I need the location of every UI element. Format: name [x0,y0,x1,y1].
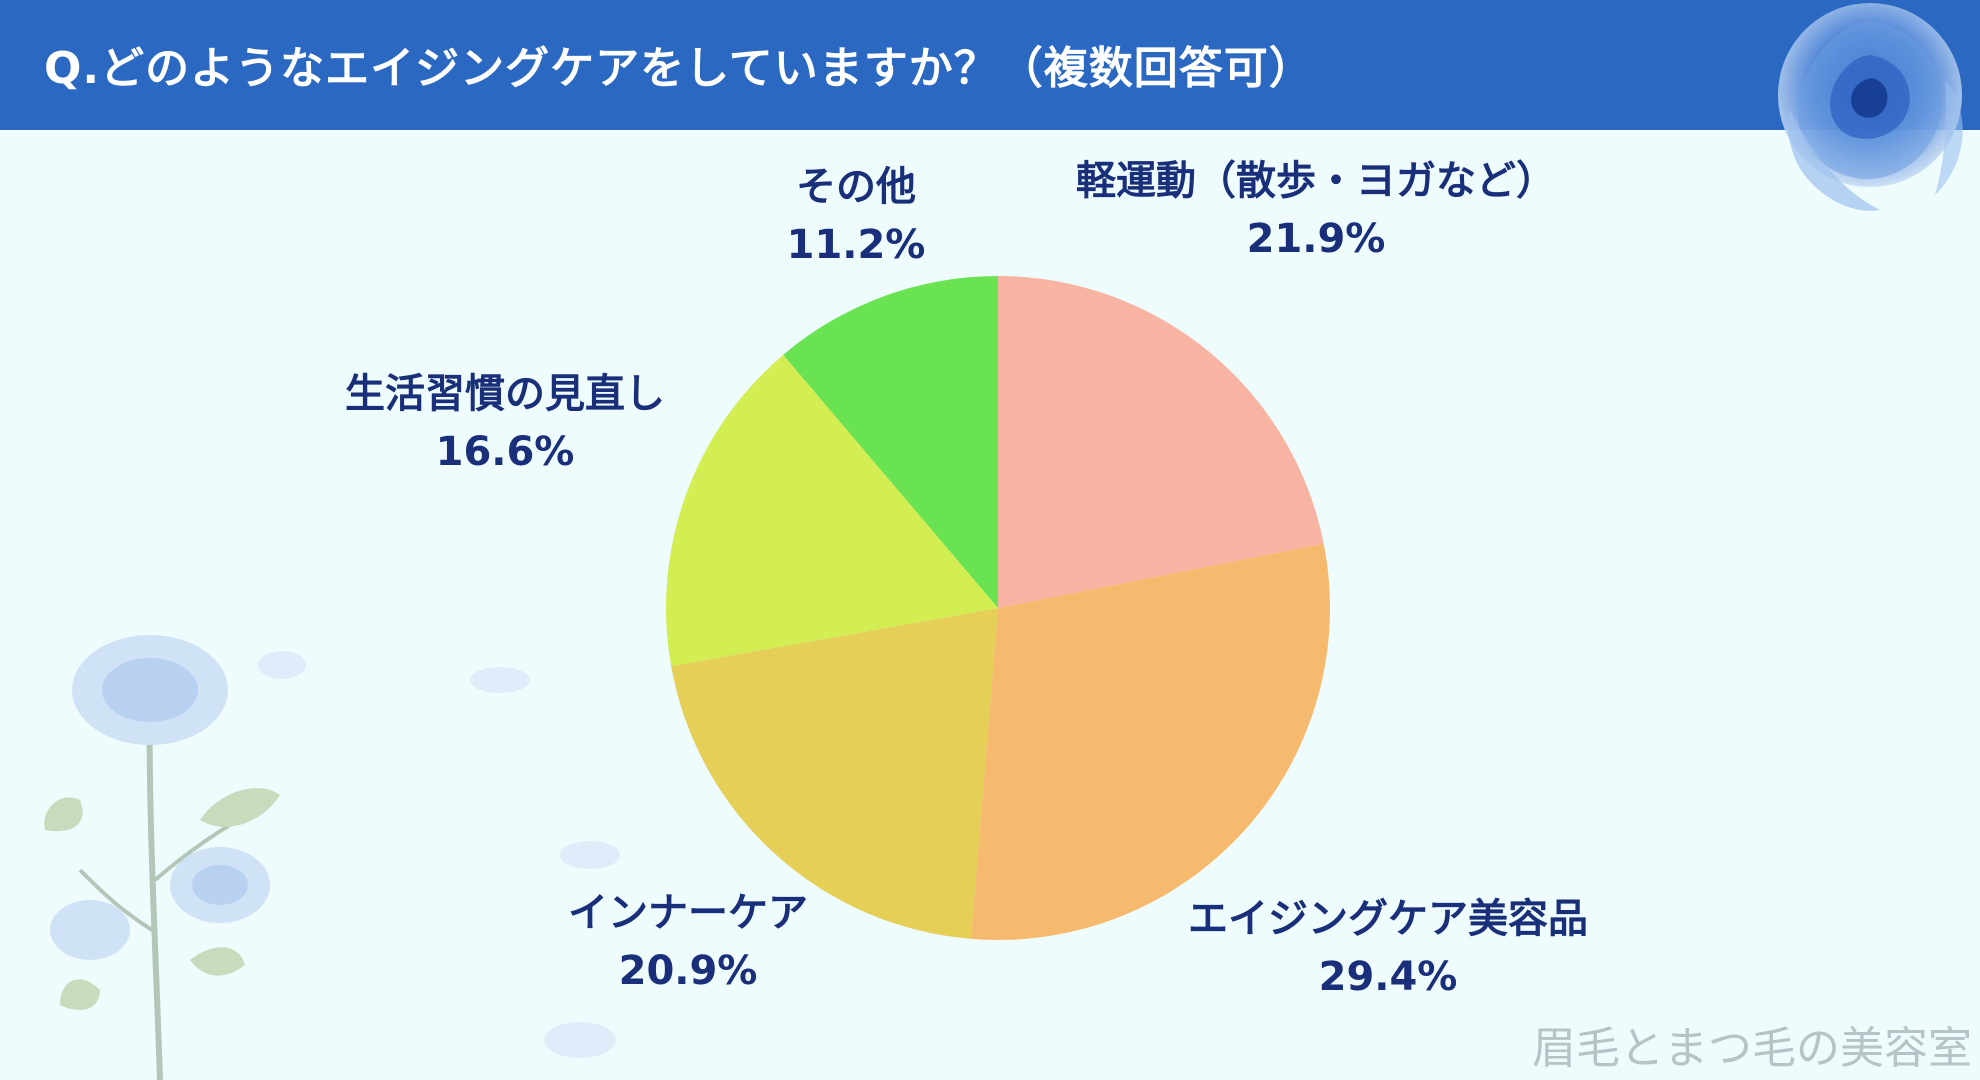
pie-slice [665,354,998,667]
slice-label: その他 11.2% [787,158,926,274]
slice-label-value: 20.9% [618,948,758,994]
pie-slice [998,276,1324,608]
slice-label: 軽運動（散歩・ヨガなど） 21.9% [1076,152,1556,268]
slice-label-value: 29.4% [1318,954,1458,1000]
slice-label-name: エイジングケア美容品 [1188,896,1588,942]
slice-label-value: 21.9% [1246,216,1386,262]
slice-label: インナーケア 20.9% [568,884,808,1000]
slice-label: 生活習慣の見直し 16.6% [345,365,665,481]
slice-label-value: 11.2% [786,222,926,268]
pie-slice [970,543,1330,940]
blue-rose-icon [1778,3,1963,211]
watermark: 眉毛とまつ毛の美容室 [1532,1023,1972,1074]
slice-label-name: 生活習慣の見直し [345,371,665,417]
pie-slice [671,608,998,939]
slice-label-name: 軽運動（散歩・ヨガなど） [1076,158,1556,204]
slice-label-value: 16.6% [435,429,575,475]
slice-label: エイジングケア美容品 29.4% [1188,890,1588,1006]
blue-rose-branch-icon [44,635,620,1080]
page-title: Q.どのようなエイジングケアをしていますか？（複数回答可） [44,43,1314,94]
slice-label-name: インナーケア [568,890,808,936]
slice-label-name: その他 [796,164,916,210]
header-bar: Q.どのようなエイジングケアをしていますか？（複数回答可） [0,0,1980,130]
pie-slice [783,276,998,608]
